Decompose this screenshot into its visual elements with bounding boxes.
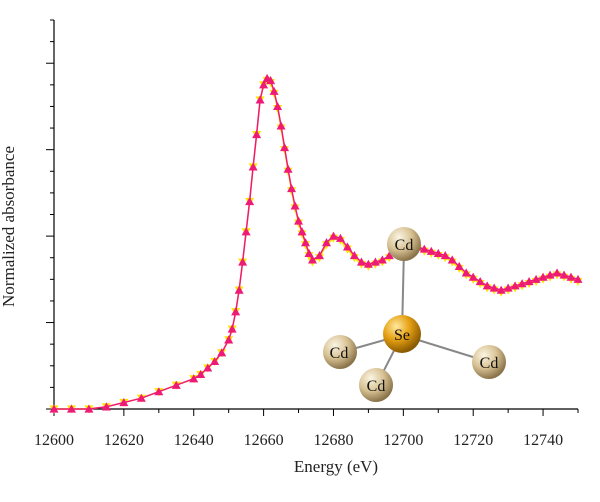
data-point (545, 270, 555, 279)
x-tick-label: 12680 (313, 432, 353, 449)
cd-atom (359, 368, 393, 402)
data-point (370, 257, 380, 266)
data-point (101, 402, 111, 411)
data-point (255, 95, 265, 104)
data-point (304, 248, 314, 257)
cd-atom-label: Cd (367, 378, 386, 395)
data-point (290, 201, 300, 210)
data-point (552, 268, 562, 277)
data-point (287, 184, 297, 193)
cd-atom-label: Cd (395, 237, 414, 254)
data-point (433, 248, 443, 257)
data-point (342, 242, 352, 251)
data-point (227, 324, 237, 333)
data-point (454, 261, 464, 270)
data-point (276, 121, 286, 130)
data-point (461, 268, 471, 277)
data-point (489, 283, 499, 292)
data-point (189, 374, 199, 383)
x-tick-label: 12660 (244, 432, 284, 449)
data-point (475, 276, 485, 286)
data-point (294, 216, 304, 225)
x-tick-label: 12740 (523, 432, 563, 449)
y-axis-label: Normalized absorbance (0, 146, 18, 307)
data-point (301, 238, 311, 247)
se-atom-label: Se (394, 327, 410, 344)
data-point (238, 257, 248, 266)
series-layer (49, 73, 583, 414)
x-tick-label: 12720 (453, 432, 493, 449)
data-point (203, 363, 213, 372)
cd-atom-label: Cd (330, 345, 349, 362)
data-point (252, 130, 262, 139)
data-point (321, 238, 331, 247)
data-point (273, 101, 283, 111)
data-point (217, 348, 227, 357)
data-point (496, 285, 506, 294)
data-point (384, 251, 394, 260)
data-point (559, 270, 569, 279)
data-point (356, 257, 366, 266)
data-point (308, 255, 318, 264)
data-point (349, 251, 359, 260)
data-point (119, 398, 129, 407)
data-point (517, 279, 527, 288)
data-point (447, 255, 457, 264)
cd-atom (323, 335, 357, 369)
data-point (377, 255, 387, 264)
x-ticks: 12600 12620 12640 12660 12680 12700 12720 12740 (34, 409, 579, 449)
data-point (510, 281, 520, 290)
data-point (136, 393, 146, 402)
data-point (245, 197, 255, 206)
data-point (84, 404, 94, 413)
data-point (419, 244, 429, 253)
x-tick-label: 12700 (383, 432, 423, 449)
data-point (269, 86, 279, 95)
se-atom (383, 315, 421, 353)
data-point (468, 272, 478, 281)
data-point (335, 233, 345, 242)
data-point (224, 335, 234, 344)
x-tick-label: 12620 (104, 432, 144, 449)
data-point (266, 76, 276, 85)
cd-atom (472, 345, 506, 379)
data-point (314, 251, 324, 260)
data-point (241, 227, 251, 236)
data-point (440, 251, 450, 260)
data-point (503, 283, 513, 292)
data-point (231, 307, 241, 316)
data-point (234, 285, 244, 294)
x-axis-label: Energy (eV) (294, 457, 378, 476)
cd-atom-label: Cd (480, 355, 499, 372)
data-point (66, 404, 76, 413)
data-point (248, 162, 258, 171)
data-point (259, 80, 269, 89)
data-point (426, 246, 436, 255)
cdse-tetrahedron-inset: Cd Cd Cd Se Cd (323, 227, 506, 402)
data-point (49, 404, 59, 413)
cd-atom (387, 227, 421, 261)
data-point (171, 380, 181, 389)
x-tick-label: 12640 (174, 432, 214, 449)
data-point (154, 387, 164, 396)
x-tick-label: 12600 (34, 432, 74, 449)
data-point (524, 276, 534, 286)
data-point (482, 281, 492, 290)
data-point (566, 272, 576, 281)
y-ticks (46, 19, 54, 410)
data-point (196, 369, 206, 379)
data-point (538, 272, 548, 281)
data-point (210, 356, 220, 366)
data-point (297, 227, 307, 236)
series (49, 73, 583, 413)
data-point (531, 274, 541, 283)
data-point (363, 259, 373, 268)
data-point (280, 143, 290, 152)
data-point (328, 231, 338, 240)
data-point (283, 164, 293, 173)
data-point (573, 274, 583, 283)
